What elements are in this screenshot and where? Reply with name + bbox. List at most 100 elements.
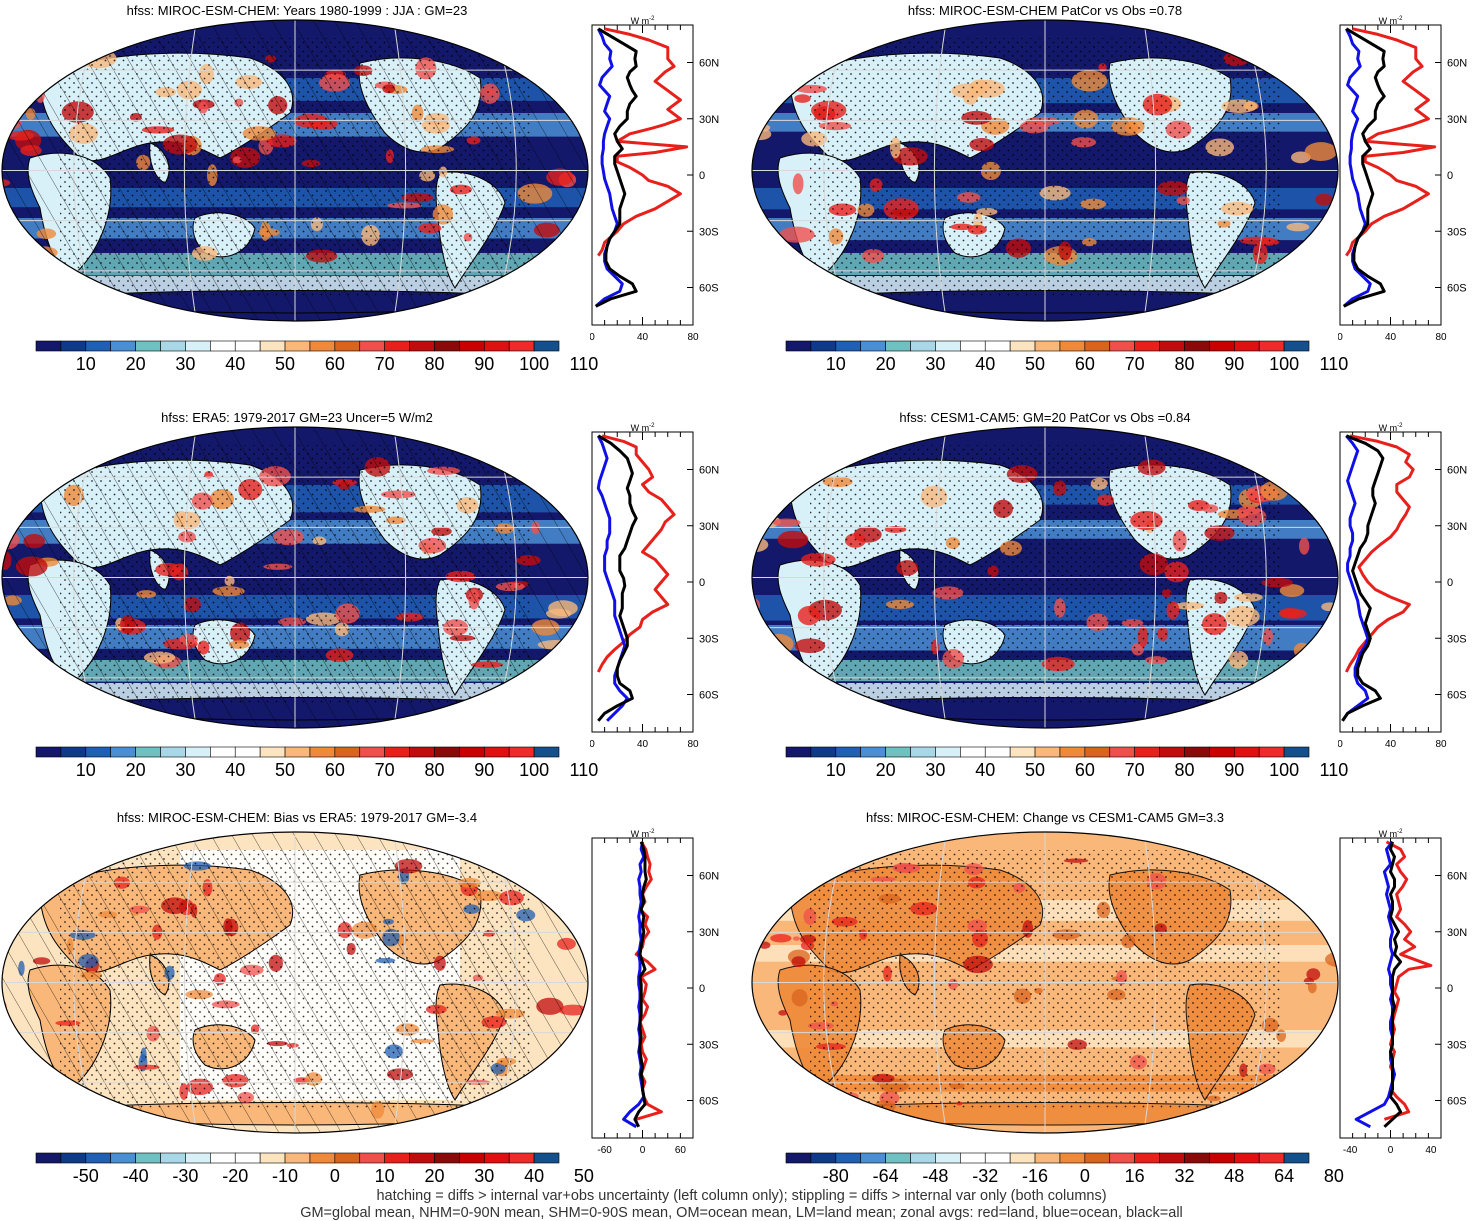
colorbar-swatch — [284, 340, 311, 352]
colorbar-tick-label: 90 — [474, 760, 495, 780]
colorbar-tick-label: 16 — [1124, 1166, 1145, 1186]
colorbar-tick-label: 10 — [75, 760, 96, 780]
colorbar-swatch — [259, 340, 286, 352]
colorbar-tick-label: 30 — [175, 760, 196, 780]
zonal-x-tick-label: 60 — [675, 1145, 687, 1156]
zonal-y-tick-label: 0 — [1447, 577, 1453, 589]
colorbar-swatch — [85, 340, 112, 352]
colorbar-tick-label: 10 — [825, 354, 846, 374]
colorbar-swatch — [334, 1152, 361, 1164]
colorbar-swatch — [1209, 746, 1235, 758]
colorbar-swatch — [1258, 746, 1285, 758]
colorbar-swatch — [210, 746, 236, 758]
colorbar-tick-label: 40 — [524, 1166, 545, 1186]
colorbar-swatch — [35, 1152, 62, 1164]
colorbar-swatch — [210, 1152, 236, 1164]
colorbar-swatch — [935, 1152, 961, 1164]
colorbar-tick-label: 40 — [975, 354, 996, 374]
colorbar-swatch — [785, 746, 812, 758]
colorbar-swatch — [1209, 340, 1235, 352]
zonal-y-tick-label: 60S — [699, 690, 719, 702]
zonal-x-tick-label: 80 — [687, 332, 699, 343]
colorbar-swatch — [984, 746, 1011, 758]
colorbar-tick-label: 30 — [175, 354, 196, 374]
colorbar-tick-label: 20 — [875, 760, 896, 780]
colorbar-tick-label: 100 — [519, 354, 550, 374]
colorbar-tick-label: -64 — [872, 1166, 899, 1186]
colorbar-swatch — [284, 746, 311, 758]
zonal-mean-plot: 60N 30N 0 30S 60S 0 40 80 W m-2 — [1338, 16, 1467, 343]
colorbar-tick-label: 32 — [1174, 1166, 1195, 1186]
colorbar-swatch — [110, 746, 136, 758]
colorbar-tick-label: 60 — [1074, 354, 1095, 374]
zonal-mean-plot: 60N 30N 0 30S 60S -60 0 60 W m-2 — [591, 829, 719, 1156]
colorbar-tick-label: 20 — [125, 354, 146, 374]
colorbar-swatch — [533, 1152, 560, 1164]
colorbar-swatch — [384, 340, 410, 352]
colorbar-tick-label: 110 — [569, 760, 599, 780]
colorbar-swatch — [1233, 340, 1260, 352]
colorbar — [35, 746, 560, 758]
colorbar-swatch — [860, 1152, 886, 1164]
colorbar-swatch — [1059, 1152, 1086, 1164]
map-panel — [1, 426, 589, 729]
zonal-y-tick-label: 60S — [699, 1096, 719, 1108]
zonal-unit-label: W m-2 — [1379, 829, 1403, 839]
zonal-y-tick-label: 30N — [1447, 927, 1467, 939]
zonal-x-tick-label: 80 — [1435, 332, 1447, 343]
colorbar-tick-label: 10 — [825, 760, 846, 780]
colorbar-swatch — [160, 340, 186, 352]
colorbar-swatch — [459, 746, 485, 758]
colorbar-tick-label: 50 — [1025, 354, 1046, 374]
colorbar-swatch — [1084, 746, 1111, 758]
colorbar-swatch — [35, 746, 62, 758]
colorbar — [35, 1152, 560, 1164]
colorbar-tick-label: 100 — [1269, 354, 1300, 374]
colorbar-tick-label: 60 — [324, 354, 345, 374]
colorbar-tick-label: -32 — [972, 1166, 999, 1186]
zonal-y-tick-label: 30S — [1447, 633, 1467, 645]
colorbar-swatch — [483, 340, 510, 352]
colorbar-swatch — [384, 746, 410, 758]
colorbar-tick-label: 100 — [1269, 760, 1300, 780]
zonal-y-tick-label: 60S — [1447, 283, 1467, 295]
colorbar-swatch — [135, 1152, 161, 1164]
colorbar-swatch — [1159, 340, 1185, 352]
colorbar-swatch — [1059, 746, 1086, 758]
colorbar-swatch — [160, 746, 186, 758]
zonal-series-ocean — [596, 435, 629, 722]
colorbar-swatch — [334, 340, 361, 352]
zonal-y-tick-label: 30N — [699, 114, 719, 126]
colorbar-swatch — [35, 340, 62, 352]
colorbar-swatch — [960, 1152, 986, 1164]
colorbar — [785, 746, 1310, 758]
colorbar-swatch — [259, 746, 286, 758]
colorbar-swatch — [860, 746, 886, 758]
zonal-x-tick-label: 0 — [640, 1145, 646, 1156]
zonal-y-tick-label: 30N — [699, 521, 719, 533]
colorbar-swatch — [110, 340, 136, 352]
colorbar-swatch — [234, 1152, 261, 1164]
colorbar-tick-label: 40 — [975, 760, 996, 780]
zonal-y-tick-label: 0 — [699, 983, 705, 995]
zonal-series-land — [1345, 27, 1437, 257]
colorbar-tick-label: 30 — [925, 760, 946, 780]
colorbar-swatch — [910, 746, 936, 758]
colorbar-tick-label: 30 — [925, 354, 946, 374]
colorbar-swatch — [1184, 1152, 1210, 1164]
colorbar-tick-label: 20 — [125, 760, 146, 780]
colorbar-swatch — [1258, 340, 1285, 352]
colorbar-swatch — [1209, 1152, 1235, 1164]
colorbar-swatch — [910, 340, 936, 352]
zonal-y-tick-label: 60N — [1447, 465, 1467, 477]
colorbar-swatch — [1109, 340, 1135, 352]
colorbar-swatch — [984, 1152, 1011, 1164]
colorbar-swatch — [434, 340, 460, 352]
colorbar-tick-label: 70 — [1124, 760, 1145, 780]
colorbar-swatch — [309, 746, 336, 758]
zonal-unit-label: W m-2 — [631, 16, 655, 26]
colorbar-tick-label: 30 — [474, 1166, 495, 1186]
colorbar-tick-label: -80 — [822, 1166, 849, 1186]
colorbar-swatch — [885, 1152, 911, 1164]
colorbar-tick-label: 0 — [1079, 1166, 1090, 1186]
